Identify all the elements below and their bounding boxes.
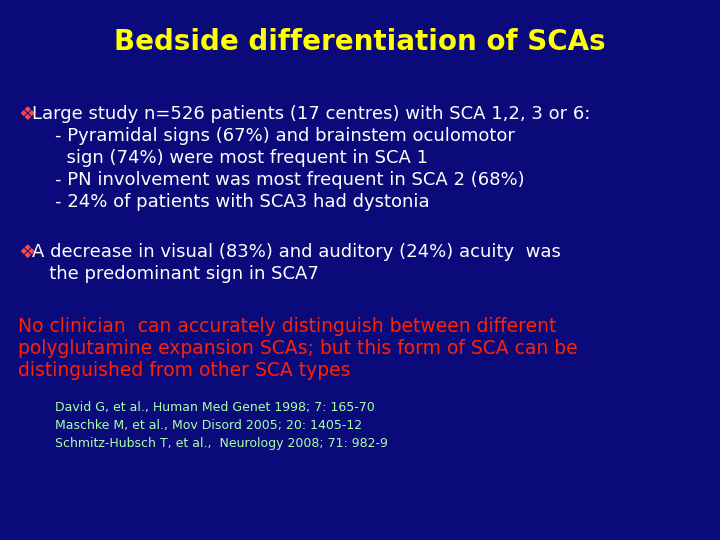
Text: No clinician  can accurately distinguish between different: No clinician can accurately distinguish … bbox=[18, 317, 557, 336]
Text: - 24% of patients with SCA3 had dystonia: - 24% of patients with SCA3 had dystonia bbox=[32, 193, 430, 211]
Text: Maschke M, et al., Mov Disord 2005; 20: 1405-12: Maschke M, et al., Mov Disord 2005; 20: … bbox=[55, 419, 362, 432]
Text: A decrease in visual (83%) and auditory (24%) acuity  was: A decrease in visual (83%) and auditory … bbox=[32, 243, 561, 261]
Text: the predominant sign in SCA7: the predominant sign in SCA7 bbox=[32, 265, 319, 283]
Text: ❖: ❖ bbox=[18, 243, 35, 262]
Text: Large study n=526 patients (17 centres) with SCA 1,2, 3 or 6:: Large study n=526 patients (17 centres) … bbox=[32, 105, 590, 123]
Text: Schmitz-Hubsch T, et al.,  Neurology 2008; 71: 982-9: Schmitz-Hubsch T, et al., Neurology 2008… bbox=[55, 437, 388, 450]
Text: - PN involvement was most frequent in SCA 2 (68%): - PN involvement was most frequent in SC… bbox=[32, 171, 525, 189]
Text: David G, et al., Human Med Genet 1998; 7: 165-70: David G, et al., Human Med Genet 1998; 7… bbox=[55, 401, 374, 414]
Text: sign (74%) were most frequent in SCA 1: sign (74%) were most frequent in SCA 1 bbox=[32, 149, 428, 167]
Text: polyglutamine expansion SCAs; but this form of SCA can be: polyglutamine expansion SCAs; but this f… bbox=[18, 339, 577, 358]
Text: ❖: ❖ bbox=[18, 105, 35, 124]
Text: distinguished from other SCA types: distinguished from other SCA types bbox=[18, 361, 351, 380]
Text: Bedside differentiation of SCAs: Bedside differentiation of SCAs bbox=[114, 28, 606, 56]
Text: - Pyramidal signs (67%) and brainstem oculomotor: - Pyramidal signs (67%) and brainstem oc… bbox=[32, 127, 515, 145]
